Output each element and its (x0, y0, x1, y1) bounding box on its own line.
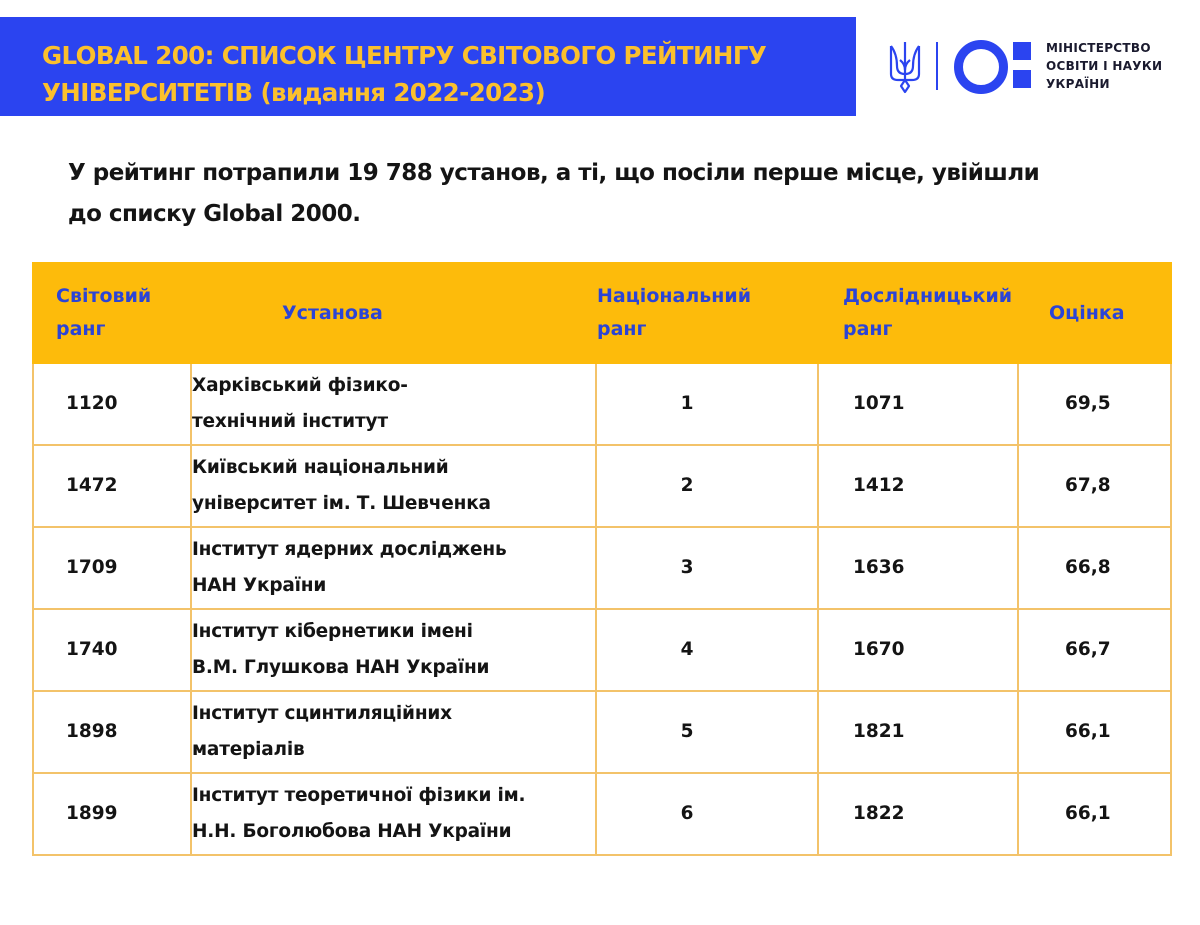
table-row: 1899 Інститут теоретичної фізики ім. Н.Н… (32, 772, 1172, 856)
summary-line1: У рейтинг потрапили 19 788 установ, а ті… (68, 160, 1040, 186)
institution-name-line: НАН України (192, 575, 327, 596)
column-header-research-rank: Дослідницький ранг (817, 262, 1019, 364)
institution-name-line: Інститут кібернетики імені (192, 621, 473, 642)
score-cell: 67,8 (1017, 444, 1172, 528)
ministry-circle-icon (954, 40, 1008, 94)
summary-text: У рейтинг потрапили 19 788 установ, а ті… (68, 153, 1148, 235)
institution-name-line: матеріалів (192, 739, 305, 760)
research-rank-cell: 1822 (817, 772, 1019, 856)
title-banner: GLOBAL 200: СПИСОК ЦЕНТРУ СВІТОВОГО РЕЙТ… (0, 17, 856, 116)
table-row: 1740 Інститут кібернетики імені В.М. Глу… (32, 608, 1172, 692)
institution-cell: Інститут сцинтиляційних матеріалів (190, 690, 597, 774)
institution-cell: Київський національний університет ім. Т… (190, 444, 597, 528)
institution-name-line: Н.Н. Боголюбова НАН України (192, 821, 512, 842)
column-header-score: Оцінка (1017, 262, 1172, 364)
ministry-name-line1: МІНІСТЕРСТВО (1046, 41, 1151, 55)
table-row: 1472 Київський національний університет … (32, 444, 1172, 528)
research-rank-cell: 1412 (817, 444, 1019, 528)
summary-line2: до списку Global 2000. (68, 201, 361, 227)
world-rank-cell: 1898 (32, 690, 192, 774)
column-header-national-rank: Національний ранг (595, 262, 819, 364)
column-header-line: Установа (282, 301, 383, 324)
research-rank-cell: 1636 (817, 526, 1019, 610)
national-rank-cell: 4 (595, 608, 819, 692)
column-header-line: ранг (597, 318, 647, 340)
institution-cell: Інститут ядерних досліджень НАН України (190, 526, 597, 610)
national-rank-cell: 5 (595, 690, 819, 774)
institution-name-line: Інститут сцинтиляційних (192, 703, 452, 724)
world-rank-cell: 1899 (32, 772, 192, 856)
table-row: 1898 Інститут сцинтиляційних матеріалів … (32, 690, 1172, 774)
institution-name-line: Харківський фізико- (192, 375, 408, 396)
column-header-line: ранг (56, 318, 106, 340)
ministry-square-top-icon (1013, 42, 1031, 60)
research-rank-cell: 1670 (817, 608, 1019, 692)
institution-name-line: університет ім. Т. Шевченка (192, 493, 491, 514)
world-rank-cell: 1120 (32, 362, 192, 446)
institution-cell: Харківський фізико- технічний інститут (190, 362, 597, 446)
logo-divider (936, 42, 938, 90)
column-header-line: Національний (597, 285, 752, 307)
institution-name-line: Інститут теоретичної фізики ім. (192, 785, 526, 806)
national-rank-cell: 2 (595, 444, 819, 528)
ministry-square-bottom-icon (1013, 70, 1031, 88)
world-rank-cell: 1740 (32, 608, 192, 692)
column-header-line: Дослідницький (843, 285, 1013, 307)
ministry-logo: МІНІСТЕРСТВО ОСВІТИ І НАУКИ УКРАЇНИ (888, 38, 1178, 96)
score-cell: 66,8 (1017, 526, 1172, 610)
column-header-line: Світовий (56, 285, 152, 307)
score-cell: 69,5 (1017, 362, 1172, 446)
column-header-world-rank: Світовий ранг (32, 262, 192, 364)
institution-cell: Інститут теоретичної фізики ім. Н.Н. Бог… (190, 772, 597, 856)
ministry-name-line3: УКРАЇНИ (1046, 77, 1110, 91)
rankings-table: Світовий ранг Установа Національний ранг… (32, 262, 1172, 856)
page-title-line1: GLOBAL 200: СПИСОК ЦЕНТРУ СВІТОВОГО РЕЙТ… (42, 41, 767, 70)
column-header-line: ранг (843, 318, 893, 340)
score-cell: 66,1 (1017, 690, 1172, 774)
page-title-line2: УНІВЕРСИТЕТІВ (видання 2022-2023) (42, 78, 546, 107)
ministry-name-line2: ОСВІТИ І НАУКИ (1046, 59, 1163, 73)
column-header-institution: Установа (190, 262, 597, 364)
table-row: 1709 Інститут ядерних досліджень НАН Укр… (32, 526, 1172, 610)
score-cell: 66,7 (1017, 608, 1172, 692)
institution-name-line: В.М. Глушкова НАН України (192, 657, 490, 678)
world-rank-cell: 1472 (32, 444, 192, 528)
world-rank-cell: 1709 (32, 526, 192, 610)
ministry-name: МІНІСТЕРСТВО ОСВІТИ І НАУКИ УКРАЇНИ (1046, 39, 1162, 93)
national-rank-cell: 6 (595, 772, 819, 856)
institution-cell: Інститут кібернетики імені В.М. Глушкова… (190, 608, 597, 692)
column-header-line: Оцінка (1049, 301, 1125, 324)
institution-name-line: технічний інститут (192, 411, 388, 432)
national-rank-cell: 1 (595, 362, 819, 446)
table-row: 1120 Харківський фізико- технічний інсти… (32, 362, 1172, 446)
trident-icon (889, 42, 921, 94)
institution-name-line: Інститут ядерних досліджень (192, 539, 507, 560)
page-title: GLOBAL 200: СПИСОК ЦЕНТРУ СВІТОВОГО РЕЙТ… (42, 37, 767, 111)
research-rank-cell: 1821 (817, 690, 1019, 774)
table-header-row: Світовий ранг Установа Національний ранг… (32, 262, 1172, 364)
research-rank-cell: 1071 (817, 362, 1019, 446)
national-rank-cell: 3 (595, 526, 819, 610)
score-cell: 66,1 (1017, 772, 1172, 856)
institution-name-line: Київський національний (192, 457, 449, 478)
